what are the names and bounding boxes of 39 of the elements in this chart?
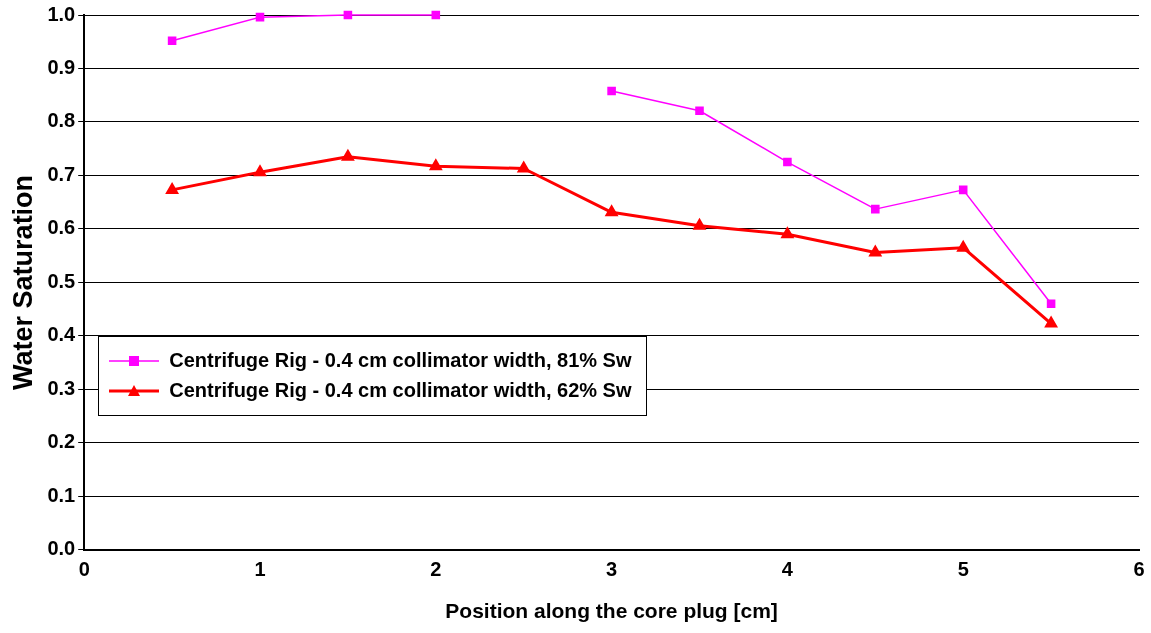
point: [517, 161, 530, 173]
point: [605, 205, 618, 217]
x-tick-label: 6: [1133, 558, 1145, 581]
y-tick-label: 0.5: [47, 269, 76, 292]
x-tick-label: 0: [78, 558, 90, 581]
y-tick-label: 0.8: [47, 109, 76, 132]
x-axis-title: Position along the core plug [cm]: [445, 599, 778, 623]
point: [431, 10, 441, 20]
point: [695, 106, 704, 116]
point: [607, 86, 616, 96]
x-tick-label: 2: [430, 558, 442, 581]
x-tick-label: 1: [254, 558, 266, 581]
y-tick-label: 0.7: [47, 162, 76, 185]
y-axis-title: Water Saturation: [7, 174, 38, 390]
y-tick-label: 0.3: [47, 376, 76, 399]
y-tick-label: 0.9: [47, 56, 76, 78]
point: [783, 157, 792, 167]
x-tick-label: 4: [781, 558, 794, 581]
point: [255, 12, 265, 22]
y-tick-label: 0.6: [47, 216, 76, 239]
y-tick-label: 0.2: [47, 430, 76, 453]
point: [781, 227, 794, 239]
legend-label: Centrifuge Rig - 0.4 cm collimator width, 81% Sw: [169, 349, 632, 373]
point: [429, 159, 442, 171]
x-tick-label: 5: [957, 558, 969, 581]
y-tick-label: 0.4: [47, 323, 77, 346]
point: [254, 165, 266, 177]
point: [166, 183, 178, 194]
point: [1046, 299, 1056, 309]
point: [871, 204, 880, 214]
y-tick-label: 1.0: [47, 2, 76, 25]
x-tick-label: 3: [606, 558, 618, 581]
point: [167, 36, 177, 45]
y-tick-label: 0.1: [47, 483, 76, 506]
point: [869, 245, 882, 257]
legend-label: Centrifuge Rig - 0.4 cm collimator width, 62% Sw: [169, 379, 632, 403]
point: [343, 10, 353, 20]
y-tick-label: 0.0: [47, 537, 76, 560]
point: [958, 185, 968, 195]
